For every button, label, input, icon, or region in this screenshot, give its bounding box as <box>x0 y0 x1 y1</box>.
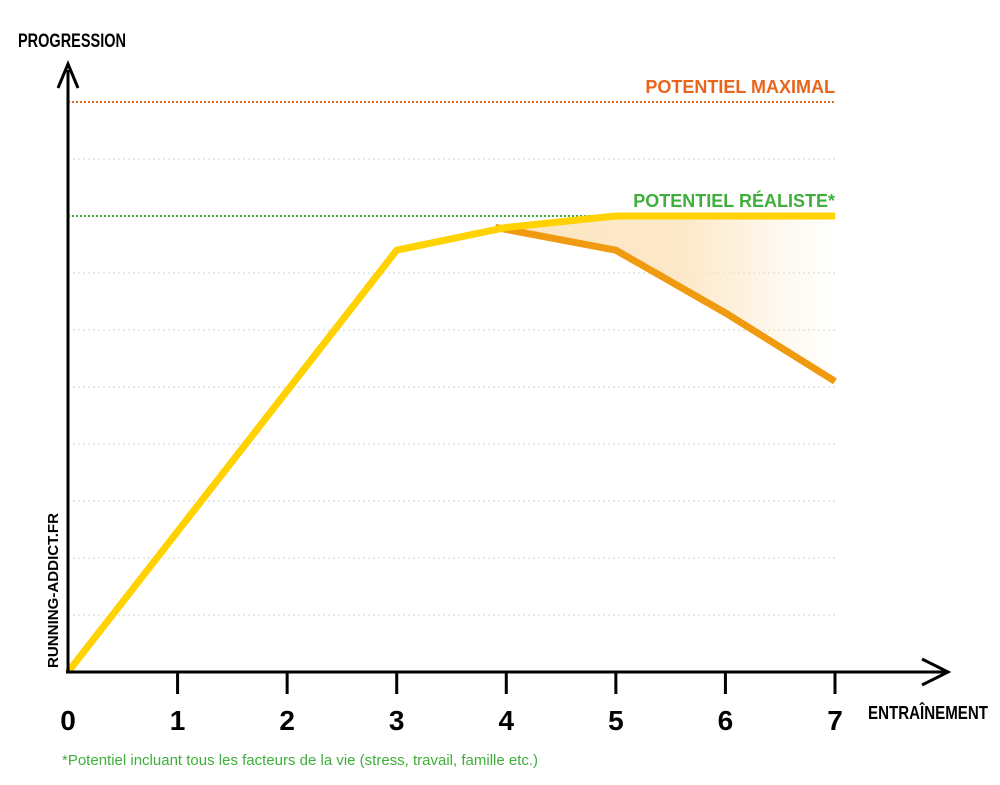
x-axis-arrow-icon <box>921 657 952 687</box>
x-tick-label: 0 <box>60 705 76 736</box>
reference-label: POTENTIEL RÉALISTE* <box>633 190 835 211</box>
footnote: *Potentiel incluant tous les facteurs de… <box>62 752 539 769</box>
x-tick-label: 6 <box>718 705 734 736</box>
gap-fill <box>495 216 835 382</box>
reference-lines: POTENTIEL MAXIMAL POTENTIEL RÉALISTE* <box>68 77 835 217</box>
y-axis-title: PROGRESSION <box>18 31 126 52</box>
x-ticks: 0 1 2 3 4 5 6 7 <box>60 672 843 736</box>
series-line-decline <box>494 223 837 385</box>
x-tick-label: 5 <box>608 705 624 736</box>
gap-area <box>495 216 835 382</box>
watermark: RUNNING-ADDICT.FR <box>45 513 62 668</box>
y-axis-arrow-icon <box>56 60 80 89</box>
x-tick-label: 2 <box>279 705 295 736</box>
series <box>65 212 837 675</box>
reference-label: POTENTIEL MAXIMAL <box>645 77 835 97</box>
x-tick-label: 4 <box>498 705 514 736</box>
x-tick-label: 3 <box>389 705 405 736</box>
x-tick-label: 1 <box>170 705 186 736</box>
x-axis-title: ENTRAÎNEMENT <box>868 702 988 723</box>
series-line-progression <box>65 212 835 675</box>
x-tick-label: 7 <box>827 705 843 736</box>
